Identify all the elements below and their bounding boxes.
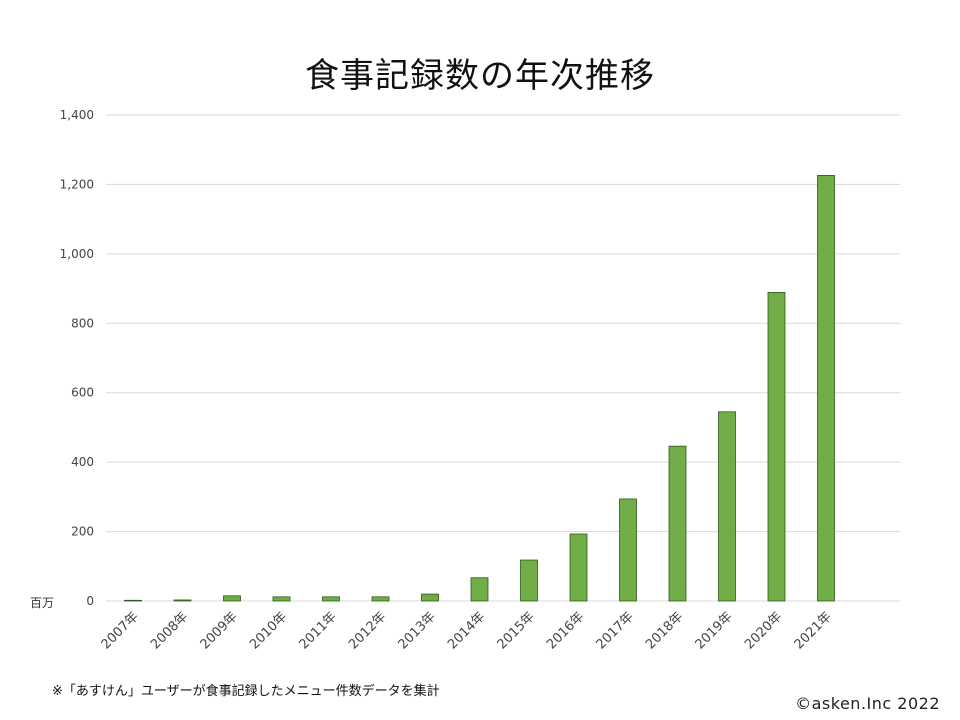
x-tick-label: 2019年 <box>693 609 736 652</box>
x-tick-label: 2021年 <box>792 609 835 652</box>
bar <box>421 593 439 602</box>
x-tick-label: 2007年 <box>99 609 142 652</box>
bar <box>124 599 142 602</box>
bar <box>817 175 835 602</box>
x-tick-label: 2013年 <box>396 609 439 652</box>
bar <box>371 596 390 602</box>
bar <box>173 599 192 602</box>
copyright: ©asken.Inc 2022 <box>795 694 940 713</box>
footnote: ※「あすけん」ユーザーが食事記録したメニュー件数データを集計 <box>52 684 440 699</box>
x-tick-label: 2018年 <box>643 609 686 652</box>
y-axis-ticks: 0 200 400 600 800 1,000 1,200 1,400 <box>60 108 94 608</box>
x-axis-ticks: 2007年 2008年 2009年 2010年 2011年 2012年 2013年 2014年… <box>99 609 835 652</box>
y-tick-label: 1,000 <box>60 247 94 261</box>
x-tick-label: 2016年 <box>544 609 587 652</box>
bar <box>470 577 489 602</box>
bar <box>322 596 340 602</box>
x-tick-label: 2008年 <box>148 609 191 652</box>
bar <box>767 291 786 602</box>
bar <box>668 445 687 602</box>
bar <box>272 596 291 602</box>
bars <box>124 175 835 602</box>
y-tick-label: 600 <box>71 386 94 400</box>
bar <box>520 559 538 602</box>
x-tick-label: 2012年 <box>346 609 389 652</box>
y-tick-label: 800 <box>71 316 94 330</box>
x-tick-label: 2015年 <box>495 609 538 652</box>
unit-label: 百万 <box>30 596 55 610</box>
bar <box>718 411 736 602</box>
bar <box>569 533 588 602</box>
chart-title: 食事記録数の年次推移 <box>305 56 655 96</box>
bar <box>619 498 637 602</box>
y-tick-label: 400 <box>71 455 94 469</box>
x-tick-label: 2017年 <box>594 609 637 652</box>
x-tick-label: 2014年 <box>445 609 488 652</box>
x-tick-label: 2010年 <box>247 609 290 652</box>
bar <box>223 595 241 602</box>
y-tick-label: 1,400 <box>60 108 94 122</box>
x-tick-label: 2020年 <box>742 609 785 652</box>
x-tick-label: 2009年 <box>198 609 241 652</box>
y-tick-label: 200 <box>71 525 94 539</box>
y-tick-label: 0 <box>86 594 94 608</box>
y-tick-label: 1,200 <box>60 177 94 191</box>
x-tick-label: 2011年 <box>297 609 340 652</box>
